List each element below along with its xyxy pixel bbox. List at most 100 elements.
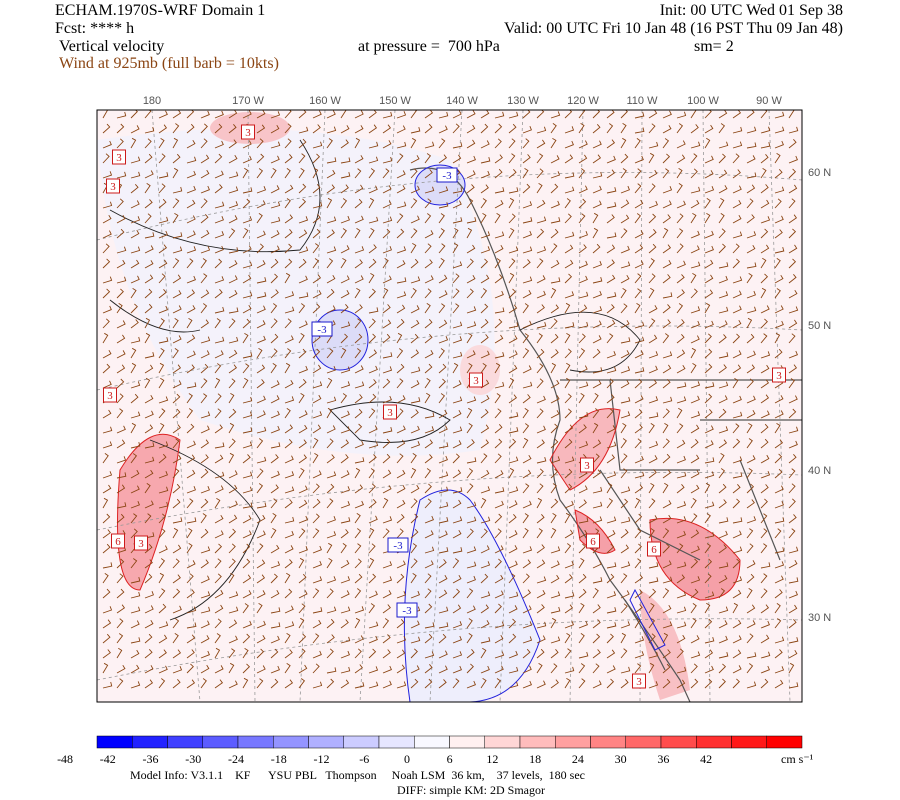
wind-barb: [256, 138, 264, 149]
wind-barb: [634, 604, 643, 614]
wind-barb: [144, 591, 154, 599]
wind-barb: [298, 393, 305, 404]
wind-barb: [116, 350, 126, 359]
wind-barb: [550, 498, 559, 509]
contour-label-box: [111, 533, 125, 549]
wind-barb: [102, 153, 110, 164]
wind-barb: [144, 199, 153, 209]
wind-barb: [634, 336, 645, 344]
wind-barb: [144, 153, 153, 164]
wind-barb: [536, 528, 543, 539]
wind-barb: [704, 198, 711, 209]
colorbar-swatch: [484, 735, 521, 749]
wind-barb: [340, 366, 351, 374]
contour: [519, 311, 641, 373]
valid: Valid: 00 UTC Fri 10 Jan 48 (16 PST Thu …: [504, 20, 843, 37]
wind-barb: [284, 243, 293, 254]
wind-barb: [200, 185, 210, 194]
wind-barb: [676, 334, 685, 344]
wind-barb: [242, 574, 252, 584]
wind-barb: [606, 562, 617, 569]
wind-barb: [130, 681, 141, 689]
wind-barb: [578, 663, 586, 674]
wind-barb: [508, 514, 517, 524]
wind-barb: [312, 607, 323, 614]
wind-barb: [620, 468, 628, 479]
wind-barb: [550, 546, 561, 554]
wind-barb: [690, 273, 697, 284]
wind-barb: [494, 213, 501, 224]
wind-barb: [298, 303, 306, 314]
wind-barb: [340, 470, 350, 479]
wind-barb: [116, 456, 127, 464]
wind-barb: [312, 141, 323, 149]
wind-barb: [648, 141, 659, 149]
wind-barb: [564, 172, 575, 179]
wind-barb: [298, 633, 307, 644]
wind-barb: [144, 364, 154, 374]
wind-barb: [760, 471, 771, 479]
wind-barb: [536, 483, 544, 494]
wind-barb: [242, 396, 253, 404]
wind-barb: [298, 258, 307, 269]
wind-barb: [592, 306, 603, 314]
wind-barb: [158, 453, 167, 464]
wind-barb: [704, 649, 714, 659]
wind-barb: [158, 486, 169, 494]
wind-barb: [424, 412, 435, 419]
wind-barb: [424, 498, 432, 509]
wind-barb: [508, 228, 515, 239]
wind-barb: [620, 561, 631, 569]
wind-barb: [494, 307, 505, 314]
wind-barb: [494, 290, 504, 299]
wind-barb: [620, 632, 627, 644]
wind-barb: [662, 214, 671, 224]
wind-barb: [522, 394, 531, 404]
wind-barb: [760, 351, 771, 359]
wind-barb: [494, 528, 502, 539]
wind-barb: [466, 588, 474, 599]
wind-barb: [410, 590, 420, 599]
wind-barb: [172, 468, 180, 479]
wind-barb: [354, 318, 362, 329]
wind-barb: [326, 516, 336, 524]
contour-label-box: [383, 404, 397, 420]
wind-barb: [438, 258, 445, 269]
wind-barb: [564, 154, 574, 164]
wind-barb: [536, 514, 545, 524]
wind-barb: [228, 378, 236, 389]
wind-barb: [200, 513, 207, 524]
wind-barb: [298, 198, 307, 209]
wind-barb: [228, 528, 237, 539]
wind-barb: [452, 635, 463, 644]
wind-barb: [774, 618, 782, 629]
wind-barb: [634, 636, 645, 644]
wind-barb: [424, 483, 432, 494]
wind-barb: [102, 349, 112, 359]
wind-barb: [466, 633, 473, 644]
wind-barb: [284, 396, 295, 404]
wind-barb: [200, 486, 210, 494]
wind-barb: [550, 527, 557, 539]
wind-barb: [606, 633, 614, 644]
wind-barb: [592, 227, 599, 239]
wind-barb: [326, 229, 335, 239]
wind-barb: [340, 590, 350, 599]
wind-barb: [270, 363, 277, 374]
wind-barb: [158, 501, 169, 509]
smooth: sm= 2: [694, 38, 734, 55]
wind-barb: [228, 215, 238, 224]
contour-label-box: [580, 457, 594, 473]
wind-barb: [354, 408, 363, 419]
wind-barb: [662, 649, 671, 659]
wind-barb: [760, 528, 768, 539]
wind-barb: [242, 530, 252, 539]
wind-barb: [116, 618, 124, 629]
wind-barb: [676, 140, 686, 149]
wind-barb: [186, 305, 196, 314]
wind-barb: [298, 216, 309, 224]
wind-barb: [298, 168, 305, 179]
colorbar-tick-label: -48: [57, 752, 73, 766]
wind-barb: [466, 528, 474, 539]
wind-barb: [312, 650, 322, 659]
